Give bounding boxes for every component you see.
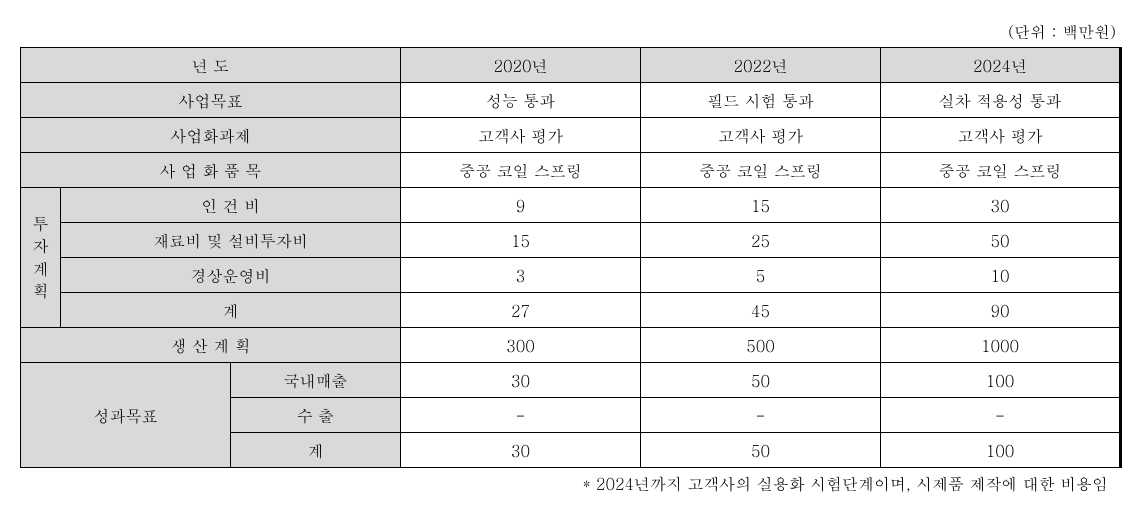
production-2022: 500 <box>641 328 881 363</box>
business-goal-label: 사업목표 <box>21 83 401 118</box>
operating-cost-2022: 5 <box>641 258 881 293</box>
commercial-item-label: 사 업 화 품 목 <box>21 153 401 188</box>
commercial-task-2024: 고객사 평가 <box>881 118 1121 153</box>
production-2024: 1000 <box>881 328 1121 363</box>
domestic-sales-2024: 100 <box>881 363 1121 398</box>
operating-cost-2020: 3 <box>401 258 641 293</box>
commercial-item-2020: 중공 코일 스프링 <box>401 153 641 188</box>
domestic-sales-label: 국내매출 <box>231 363 401 398</box>
commercial-item-2024: 중공 코일 스프링 <box>881 153 1121 188</box>
export-label: 수 출 <box>231 398 401 433</box>
year-2024: 2024년 <box>881 48 1121 83</box>
business-goal-2024: 실차 적용성 통과 <box>881 83 1121 118</box>
export-2022: - <box>641 398 881 433</box>
labor-cost-2024: 30 <box>881 188 1121 223</box>
outcome-total-label: 계 <box>231 433 401 468</box>
outcome-group-label: 성과목표 <box>21 363 231 468</box>
material-cost-2022: 25 <box>641 223 881 258</box>
production-plan-label: 생 산 계 획 <box>21 328 401 363</box>
invest-subtotal-label: 계 <box>61 293 401 328</box>
outcome-total-2020: 30 <box>401 433 641 468</box>
invest-plan-group: 투 자 계 획 <box>21 188 61 328</box>
invest-subtotal-2022: 45 <box>641 293 881 328</box>
commercial-item-2022: 중공 코일 스프링 <box>641 153 881 188</box>
labor-cost-label: 인 건 비 <box>61 188 401 223</box>
production-2020: 300 <box>401 328 641 363</box>
commercial-task-label: 사업화과제 <box>21 118 401 153</box>
invest-subtotal-2020: 27 <box>401 293 641 328</box>
commercial-task-2022: 고객사 평가 <box>641 118 881 153</box>
material-cost-2024: 50 <box>881 223 1121 258</box>
year-2020: 2020년 <box>401 48 641 83</box>
export-2024: - <box>881 398 1121 433</box>
domestic-sales-2022: 50 <box>641 363 881 398</box>
outcome-total-2024: 100 <box>881 433 1121 468</box>
invest-subtotal-2024: 90 <box>881 293 1121 328</box>
material-cost-2020: 15 <box>401 223 641 258</box>
labor-cost-2020: 9 <box>401 188 641 223</box>
business-plan-table: 년 도 2020년 2022년 2024년 사업목표 성능 통과 필드 시험 통… <box>20 47 1122 468</box>
business-goal-2020: 성능 통과 <box>401 83 641 118</box>
year-2022: 2022년 <box>641 48 881 83</box>
commercial-task-2020: 고객사 평가 <box>401 118 641 153</box>
domestic-sales-2020: 30 <box>401 363 641 398</box>
year-header: 년 도 <box>21 48 401 83</box>
operating-cost-label: 경상운영비 <box>61 258 401 293</box>
unit-label: (단위 : 백만원) <box>20 20 1116 43</box>
labor-cost-2022: 15 <box>641 188 881 223</box>
footnote: * 2024년까지 고객사의 실용화 시험단계이며, 시제품 제작에 대한 비용… <box>20 472 1116 495</box>
operating-cost-2024: 10 <box>881 258 1121 293</box>
business-goal-2022: 필드 시험 통과 <box>641 83 881 118</box>
export-2020: - <box>401 398 641 433</box>
material-cost-label: 재료비 및 설비투자비 <box>61 223 401 258</box>
outcome-total-2022: 50 <box>641 433 881 468</box>
